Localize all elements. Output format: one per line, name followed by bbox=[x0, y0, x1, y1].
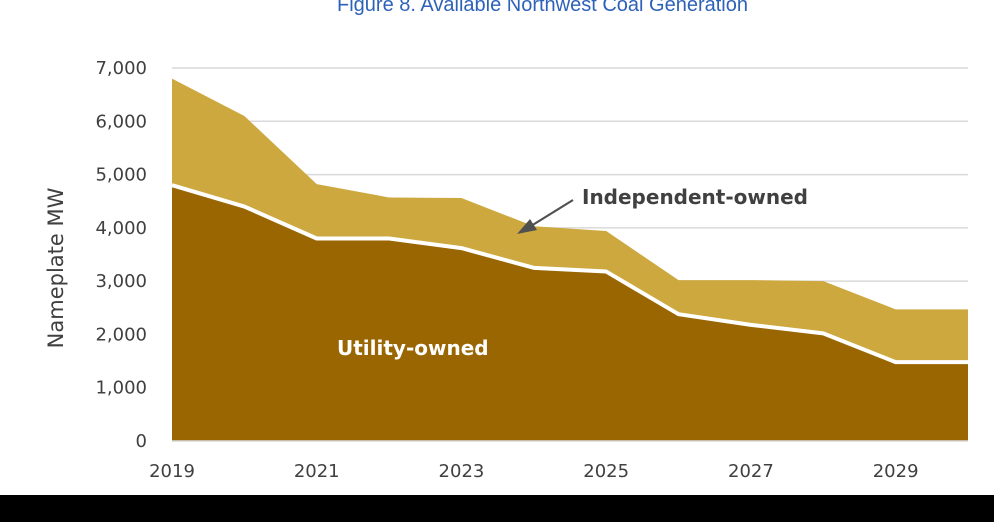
area-chart: 0 1,000 2,000 3,000 4,000 5,000 6,000 7,000 201… bbox=[44, 58, 968, 482]
y-axis-label: Nameplate MW bbox=[44, 187, 68, 348]
y-tick-label: 0 bbox=[136, 431, 147, 452]
chart-title: Figure 8. Available Northwest Coal Gener… bbox=[337, 0, 748, 16]
x-tick-label: 2029 bbox=[873, 461, 919, 482]
x-tick-label: 2025 bbox=[583, 461, 629, 482]
y-tick-label: 6,000 bbox=[95, 111, 147, 132]
y-tick-label: 3,000 bbox=[95, 271, 147, 292]
x-tick-label: 2027 bbox=[728, 461, 774, 482]
y-tick-label: 5,000 bbox=[95, 165, 147, 186]
series-separator-line bbox=[171, 183, 968, 365]
label-utility-owned: Utility-owned bbox=[337, 336, 489, 360]
y-tick-label: 7,000 bbox=[95, 58, 147, 79]
x-tick-label: 2021 bbox=[294, 461, 340, 482]
annotation-arrow bbox=[517, 199, 574, 234]
label-independent-owned: Independent-owned bbox=[582, 185, 808, 209]
area-utility-owned bbox=[172, 185, 968, 441]
area-layers bbox=[171, 78, 968, 442]
x-axis-ticks: 2019 2021 2023 2025 2027 2029 bbox=[149, 461, 918, 482]
y-tick-label: 4,000 bbox=[95, 218, 147, 239]
bottom-black-bar bbox=[0, 495, 994, 522]
x-tick-label: 2023 bbox=[439, 461, 485, 482]
area-independent-owned bbox=[172, 78, 968, 363]
y-tick-label: 2,000 bbox=[95, 324, 147, 345]
x-tick-label: 2019 bbox=[149, 461, 195, 482]
y-tick-label: 1,000 bbox=[95, 378, 147, 399]
y-axis-ticks: 0 1,000 2,000 3,000 4,000 5,000 6,000 7,000 bbox=[95, 58, 147, 452]
